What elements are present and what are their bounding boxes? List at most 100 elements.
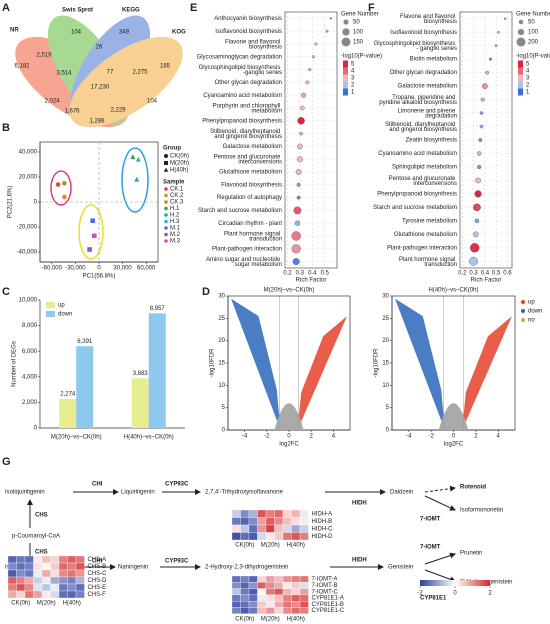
legend-title: -log10(P-value) <box>516 54 550 60</box>
enzyme: 7-IOMT <box>420 545 441 551</box>
heatmap-cell <box>274 601 284 608</box>
column-label: CK(0h) <box>235 616 254 622</box>
heatmap-cell <box>265 582 275 589</box>
y-axis-label: Number of DEGs <box>12 341 18 387</box>
row-label: HIDH-A <box>312 511 333 517</box>
venn-set-label: NR <box>10 28 19 34</box>
dot <box>470 243 480 253</box>
y-tick-label: 5 <box>222 405 226 411</box>
row-label: HIDH-C <box>312 526 334 532</box>
y-tick-label: Flavone and flavonol biosynthesis <box>400 14 457 25</box>
heatmap-cell <box>58 562 68 571</box>
compound: Prunetin <box>460 551 482 557</box>
point <box>135 156 141 162</box>
heatmap-cell <box>67 583 77 592</box>
row-label: CHS-C <box>88 571 108 577</box>
bar <box>131 378 149 428</box>
x-tick-label: 4 <box>497 434 501 440</box>
y-tick-label: 2,000 <box>22 400 38 406</box>
row-label: CHS-F <box>88 592 107 598</box>
legend-title: Group <box>163 146 181 152</box>
legend-swatch <box>46 311 55 317</box>
enzyme: CHS <box>35 513 48 519</box>
legend-marker <box>164 200 168 204</box>
column-label: H(40h) <box>287 543 305 549</box>
dot <box>297 117 305 125</box>
y-tick-label: 10 <box>218 383 225 389</box>
legend-label: M(20h) <box>170 161 189 167</box>
heatmap-cell <box>240 582 250 589</box>
heatmap-cell <box>231 575 241 583</box>
heatmap-cell <box>50 569 60 578</box>
heatmap-cell <box>282 582 292 589</box>
y-tick-label: 5 <box>386 405 390 411</box>
point <box>62 194 67 200</box>
arrow <box>424 569 456 583</box>
colorbar-cell <box>518 67 523 75</box>
heatmap-cell <box>248 607 258 614</box>
legend-label: H.3 <box>170 219 180 225</box>
x-tick-label: -2 <box>428 434 434 440</box>
heatmap-cell <box>16 562 26 571</box>
dot <box>295 169 302 175</box>
heatmap-cell <box>16 576 26 585</box>
y-tick-label: Phenylpropanoid biosynthesis <box>202 118 282 124</box>
x-tick-label: M(20h)–vs–CK(0h) <box>51 435 102 441</box>
legend-swatch <box>46 302 55 308</box>
colorbar-cell <box>343 60 348 68</box>
heatmap-cell <box>265 524 275 533</box>
enzyme: CHS <box>35 550 48 556</box>
heatmap-cell <box>274 594 284 602</box>
legend-label: down <box>58 312 72 318</box>
heatmap-cell <box>58 569 68 578</box>
heatmap-cell <box>16 555 26 564</box>
dot <box>474 218 480 224</box>
heatmap-cell <box>24 569 34 578</box>
heatmap-cell <box>265 594 275 602</box>
x-tick-label: -2 <box>264 434 270 440</box>
x-tick-label: 4 <box>332 434 336 440</box>
heatmap-cell <box>231 517 241 526</box>
heatmap-cell <box>240 532 250 541</box>
heatmap-cell <box>265 509 275 518</box>
heatmap-cell <box>291 532 301 541</box>
colorbar-cell <box>518 88 523 96</box>
heatmap-cell <box>257 594 267 602</box>
heatmap-cell <box>265 607 275 614</box>
x-tick-label: -60,000 <box>42 266 63 272</box>
arrow <box>424 495 456 511</box>
y-tick-label: 40,000 <box>19 150 38 156</box>
heatmap-cell <box>274 509 284 518</box>
row-label: CHS-D <box>88 578 108 584</box>
x-tick-label: 0 <box>452 434 456 440</box>
dot <box>300 105 305 111</box>
heatmap-cell <box>299 509 309 518</box>
heatmap-cell <box>282 517 292 526</box>
dot <box>473 231 479 238</box>
heatmap-cell <box>33 562 43 571</box>
heatmap-cell <box>50 562 60 571</box>
row-label: CHS-A <box>88 557 107 563</box>
dot <box>296 182 301 187</box>
data-label: 2,274 <box>60 391 76 397</box>
legend-label: 4 <box>526 69 530 75</box>
venn-set-label: Swis Sprot <box>62 8 93 14</box>
x-tick-label: 0.3 <box>296 271 305 277</box>
colorbar-label: 2 <box>488 591 492 597</box>
x-tick-label: 30,000 <box>113 266 132 272</box>
enzyme: 7-IOMT <box>420 517 441 523</box>
heatmap-cell <box>257 582 267 589</box>
legend-marker <box>164 193 168 198</box>
venn-count: 104 <box>71 30 82 36</box>
y-tick-label: Cyanoamino acid metabolism <box>378 151 457 157</box>
row-label: CYP81E1-C <box>312 608 345 614</box>
legend-label: up <box>528 300 535 306</box>
x-tick-label: 0 <box>97 266 101 272</box>
heatmap-cell <box>67 576 77 585</box>
dot <box>485 70 490 75</box>
legend-marker <box>164 187 168 191</box>
y-tick-label: -20,000 <box>17 225 38 231</box>
heatmap-cell <box>41 590 51 599</box>
heatmap-cell <box>231 532 241 541</box>
